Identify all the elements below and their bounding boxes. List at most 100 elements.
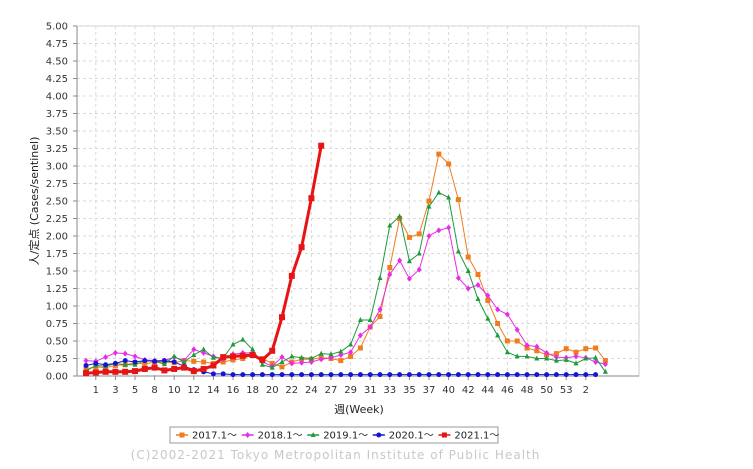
data-point-2017	[338, 358, 344, 364]
data-point-2018	[553, 354, 559, 361]
data-point-2019	[210, 354, 216, 360]
data-point-2021	[239, 352, 246, 359]
data-point-2017	[573, 349, 579, 355]
data-point-2021	[249, 352, 256, 358]
data-point-2020	[161, 358, 167, 364]
legend-label: 2020.1～	[389, 431, 434, 442]
data-point-2020	[338, 372, 344, 378]
data-point-2019	[583, 355, 589, 361]
data-point-2020	[83, 363, 89, 368]
y-tick-label: 2.25	[46, 214, 68, 225]
data-point-2019	[475, 296, 481, 301]
data-point-2020	[524, 372, 530, 378]
y-tick-label: 1.25	[46, 284, 68, 295]
data-point-2018	[436, 227, 442, 234]
data-point-2018	[289, 360, 295, 367]
data-point-2017	[446, 161, 452, 167]
data-point-2017	[357, 345, 363, 351]
data-point-2019	[553, 357, 559, 363]
data-point-2019	[406, 258, 412, 264]
data-point-2019	[279, 359, 285, 364]
data-point-2020	[289, 372, 295, 378]
data-point-2019	[318, 350, 324, 356]
data-point-2019	[495, 332, 501, 338]
data-point-2018	[485, 292, 491, 299]
series-2021	[83, 142, 325, 377]
data-point-2020	[103, 362, 109, 368]
data-point-2019	[387, 222, 393, 228]
legend-swatch-marker	[179, 432, 185, 438]
data-point-2019	[357, 317, 363, 322]
data-point-2021	[279, 314, 285, 321]
data-point-2018	[367, 324, 373, 330]
data-point-2018	[348, 349, 354, 356]
y-tick-label: 1.00	[46, 302, 68, 313]
legend-box	[169, 426, 499, 444]
legend-item-2020: 2020.1～	[372, 431, 434, 442]
series-2019	[83, 189, 608, 374]
data-point-2017	[563, 346, 569, 352]
data-point-2020	[348, 372, 354, 378]
x-tick-label: 5	[132, 385, 138, 396]
y-tick-label: 2.00	[46, 232, 68, 243]
data-point-2017	[191, 358, 197, 364]
data-point-2021	[112, 368, 119, 375]
data-point-2017	[602, 358, 608, 364]
data-point-2019	[348, 341, 354, 347]
data-point-2019	[426, 203, 432, 209]
data-point-2020	[230, 372, 236, 378]
data-point-2020	[112, 360, 118, 366]
x-tick-label: 27	[325, 385, 338, 396]
data-point-2017	[593, 345, 599, 351]
x-tick-label: 46	[501, 385, 514, 396]
data-point-2017	[455, 197, 461, 203]
data-point-2020	[544, 372, 550, 378]
data-point-2019	[181, 359, 187, 364]
data-point-2017	[534, 348, 540, 354]
data-point-2019	[602, 368, 608, 374]
x-tick-label: 12	[187, 385, 200, 396]
data-point-2020	[132, 359, 138, 365]
data-point-2021	[102, 368, 109, 375]
data-point-2021	[269, 347, 276, 354]
data-point-2018	[504, 311, 510, 318]
data-point-2020	[485, 372, 491, 378]
data-point-2021	[298, 244, 305, 251]
data-point-2021	[210, 362, 217, 369]
data-point-2019	[269, 364, 275, 370]
data-point-2021	[181, 364, 187, 371]
x-tick-label: 18	[246, 385, 259, 396]
data-point-2020	[436, 372, 442, 378]
data-point-2020	[387, 372, 393, 378]
x-tick-label: 37	[423, 385, 436, 396]
data-point-2018	[495, 306, 501, 313]
data-point-2019	[161, 361, 167, 367]
data-point-2019	[397, 213, 403, 219]
y-tick-label: 3.25	[46, 144, 68, 155]
legend-item-2021: 2021.1～	[438, 431, 499, 442]
data-point-2019	[201, 346, 207, 352]
data-point-2018	[446, 224, 452, 231]
y-tick-label: 0.00	[46, 372, 68, 383]
data-point-2018	[465, 285, 471, 292]
data-point-2018	[406, 275, 412, 282]
data-point-2021	[151, 364, 158, 371]
x-tick-label: 1	[93, 385, 99, 396]
data-point-2017	[387, 265, 393, 270]
data-point-2017	[416, 231, 422, 237]
data-point-2021	[141, 366, 148, 372]
legend-label: 2021.1～	[454, 431, 499, 442]
data-point-2017	[495, 321, 501, 326]
x-tick-label: 29	[344, 385, 357, 396]
x-tick-label: 22	[285, 385, 298, 396]
legend-label: 2017.1～	[192, 431, 237, 442]
data-point-2021	[190, 368, 197, 375]
data-point-2017	[436, 151, 442, 157]
legend-item-2018: 2018.1～	[241, 431, 303, 442]
data-point-2020	[377, 372, 383, 378]
data-point-2019	[259, 361, 265, 367]
data-point-2018	[318, 356, 324, 363]
data-point-2019	[377, 275, 383, 280]
data-point-2019	[367, 317, 373, 322]
